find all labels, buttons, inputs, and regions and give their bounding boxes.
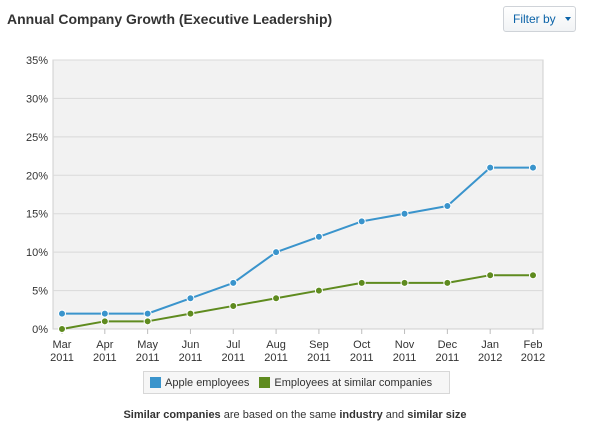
growth-chart: 0%5%10%15%20%25%30%35%Mar2011Apr2011May2… <box>26 55 545 364</box>
chart-legend: Apple employees Employees at similar com… <box>143 371 450 394</box>
legend-label-apple: Apple employees <box>165 376 250 389</box>
footnote-strong-2: industry <box>339 409 383 421</box>
series-line-apple <box>62 166 533 315</box>
data-point-similar <box>357 278 366 287</box>
footnote: Similar companies are based on the same … <box>0 409 590 421</box>
y-tick-label: 15% <box>26 209 48 221</box>
data-point-apple <box>357 217 366 226</box>
x-tick-label: Oct <box>353 339 370 351</box>
x-tick-label: May <box>137 339 158 351</box>
x-tick-label: Sep <box>309 339 329 351</box>
x-tick-label: Aug <box>266 339 286 351</box>
data-point-similar <box>100 317 109 326</box>
x-tick-label: 2011 <box>436 352 460 364</box>
x-tick-label: 2011 <box>136 352 160 364</box>
x-tick-label: Mar <box>53 339 72 351</box>
y-tick-label: 25% <box>26 132 48 144</box>
data-point-similar <box>314 286 323 295</box>
data-point-similar <box>400 278 409 287</box>
legend-item-similar[interactable]: Employees at similar companies <box>259 377 432 389</box>
y-tick-label: 30% <box>26 93 48 105</box>
data-point-apple <box>529 163 537 172</box>
data-point-similar <box>58 325 66 333</box>
data-point-similar <box>486 271 495 280</box>
series-line-similar <box>61 274 533 330</box>
x-tick-label: 2011 <box>221 352 245 364</box>
x-tick-label: 2011 <box>93 352 117 364</box>
footnote-text-1: are based on the same <box>220 409 340 421</box>
data-point-apple <box>186 294 195 303</box>
x-tick-label: 2012 <box>521 352 545 364</box>
footnote-text-2: and <box>382 409 408 421</box>
x-tick-label: Jan <box>481 339 499 351</box>
filter-by-button[interactable]: Filter by <box>503 6 576 32</box>
y-tick-label: 0% <box>32 324 48 336</box>
legend-swatch-apple <box>150 377 161 388</box>
x-tick-label: 2011 <box>179 352 203 364</box>
data-point-similar <box>443 278 452 287</box>
y-tick-label: 5% <box>32 286 48 298</box>
data-point-similar <box>272 294 281 303</box>
legend-label-similar: Employees at similar companies <box>274 376 433 389</box>
caret-down-icon <box>565 17 571 21</box>
x-tick-label: Apr <box>96 339 113 351</box>
x-tick-label: 2011 <box>264 352 288 364</box>
y-tick-label: 20% <box>26 170 48 182</box>
footnote-strong-1: Similar companies <box>123 409 221 421</box>
x-tick-label: Jul <box>226 339 240 351</box>
data-point-apple <box>100 309 109 318</box>
x-tick-label: Dec <box>438 339 458 351</box>
data-point-apple <box>443 202 452 211</box>
x-tick-label: 2011 <box>393 352 417 364</box>
data-point-apple <box>58 309 66 318</box>
y-tick-label: 10% <box>26 247 48 259</box>
y-tick-label: 35% <box>26 55 48 67</box>
x-tick-label: 2012 <box>478 352 502 364</box>
plot-area <box>52 59 544 330</box>
x-tick-label: Nov <box>395 339 415 351</box>
page-title: Annual Company Growth (Executive Leaders… <box>7 11 333 27</box>
filter-by-label: Filter by <box>513 12 556 26</box>
data-point-similar <box>186 309 195 318</box>
data-point-similar <box>229 301 238 310</box>
data-point-apple <box>143 309 152 318</box>
data-point-similar <box>143 317 152 326</box>
x-tick-label: 2011 <box>50 352 74 364</box>
data-point-similar <box>529 271 537 280</box>
x-tick-label: Feb <box>524 339 543 351</box>
data-point-apple <box>486 163 495 172</box>
data-point-apple <box>400 209 409 218</box>
x-tick-label: 2011 <box>307 352 331 364</box>
legend-item-apple[interactable]: Apple employees <box>150 377 249 389</box>
data-point-apple <box>229 278 238 287</box>
legend-swatch-similar <box>259 377 271 388</box>
data-point-apple <box>314 232 323 241</box>
data-point-apple <box>272 248 281 257</box>
x-tick-label: Jun <box>182 339 200 351</box>
footnote-strong-3: similar size <box>407 409 467 421</box>
x-tick-label: 2011 <box>350 352 374 364</box>
